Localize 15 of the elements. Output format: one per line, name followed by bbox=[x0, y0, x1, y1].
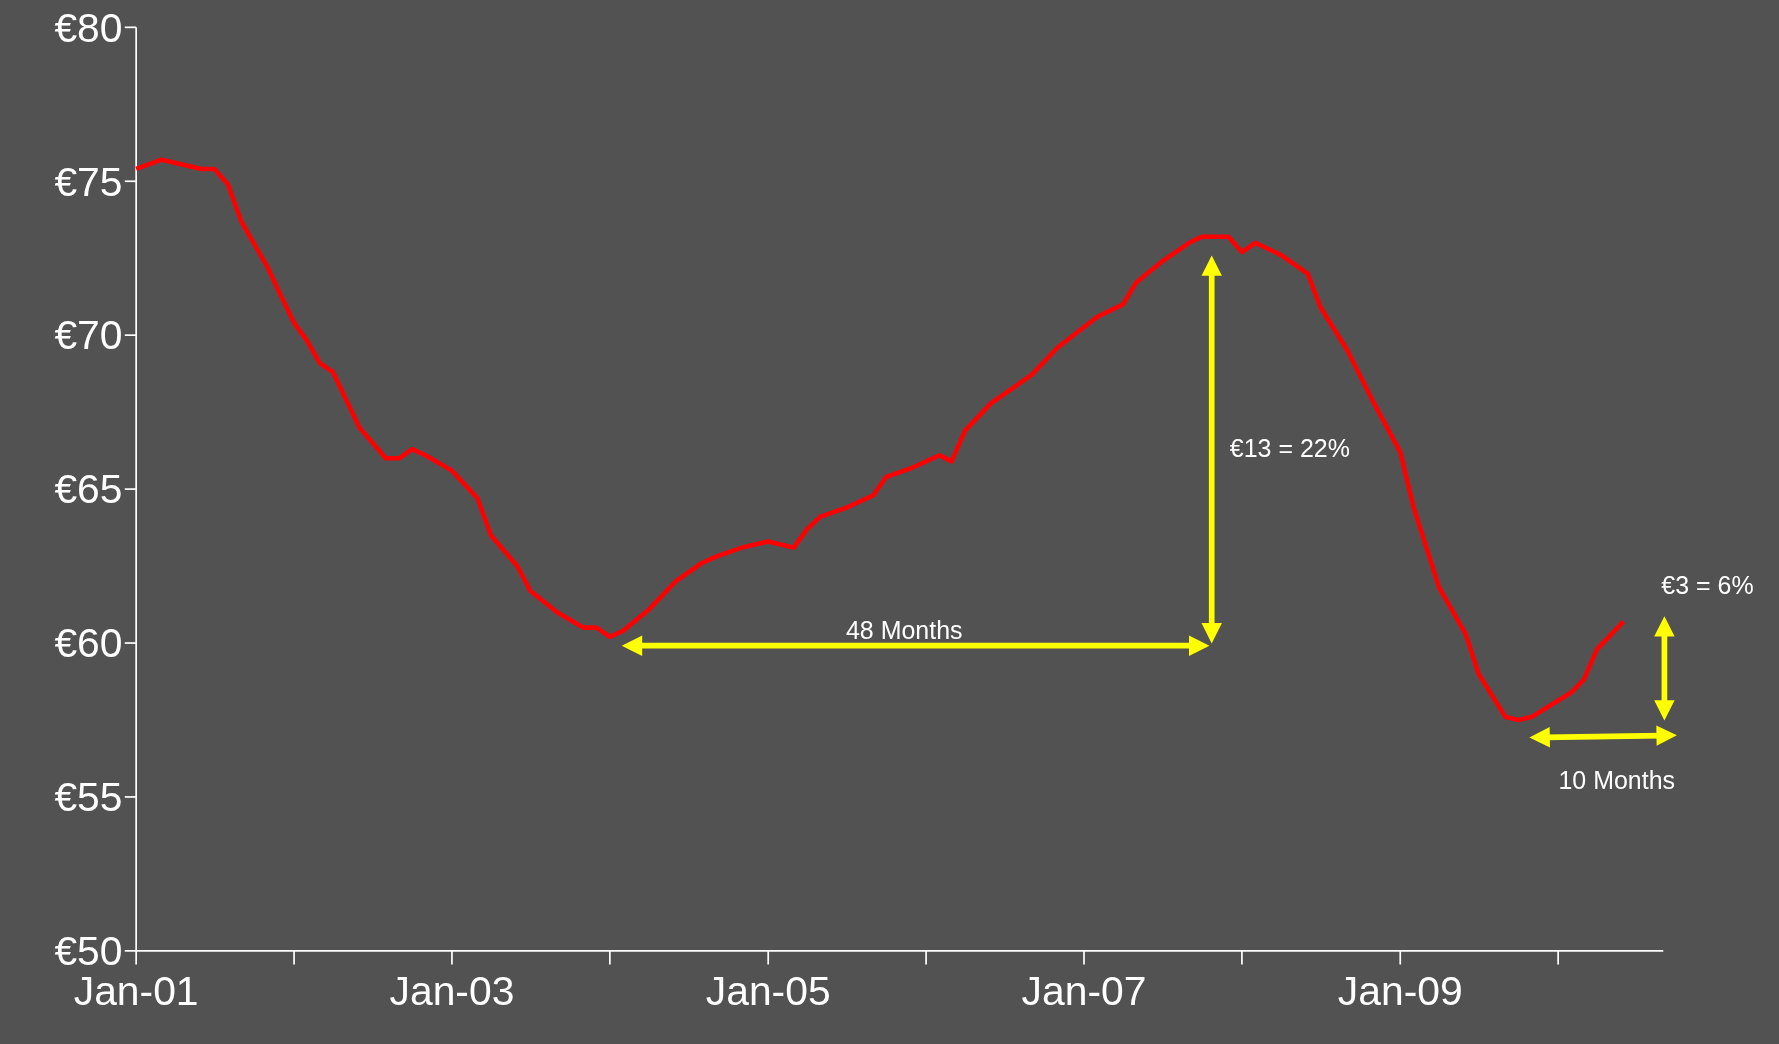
annotation: 10 Months bbox=[1558, 766, 1676, 795]
x-tick-label: Jan-05 bbox=[705, 968, 831, 1015]
y-tick-label: €65 bbox=[54, 466, 123, 513]
x-tick-label: Jan-07 bbox=[1021, 968, 1147, 1015]
y-tick-label: €70 bbox=[54, 312, 123, 359]
line-series bbox=[133, 157, 1626, 723]
y-tick-label: €75 bbox=[54, 158, 123, 205]
annotation: €13 = 22% bbox=[1229, 433, 1350, 462]
annotation: 48 Months bbox=[845, 615, 963, 644]
y-tick-label: €55 bbox=[54, 774, 123, 821]
x-tick-label: Jan-03 bbox=[389, 968, 515, 1015]
y-tick-label: €80 bbox=[54, 4, 123, 51]
y-tick-label: €60 bbox=[54, 620, 123, 667]
x-tick-label: Jan-09 bbox=[1337, 968, 1463, 1015]
annotation: €3 = 6% bbox=[1661, 571, 1754, 600]
